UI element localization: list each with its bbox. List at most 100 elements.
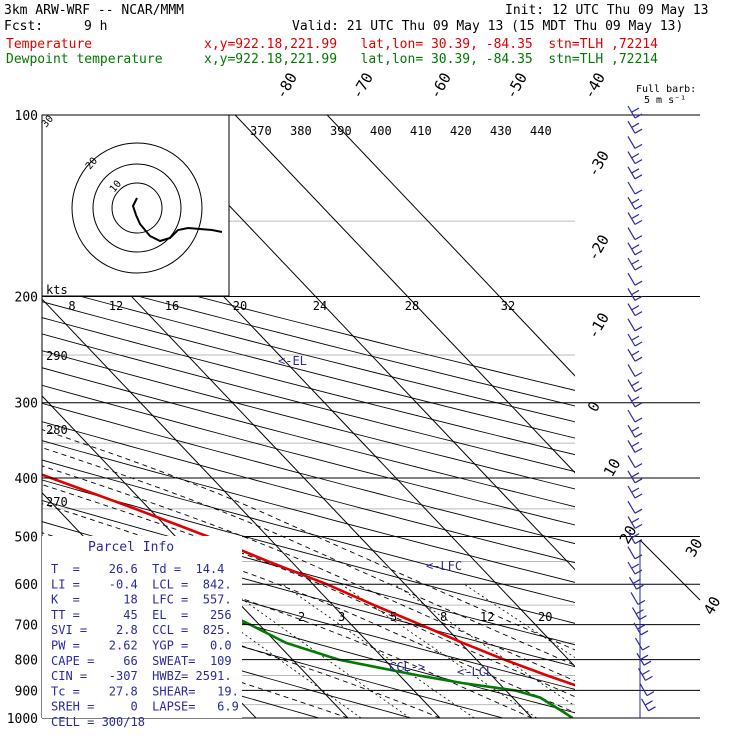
wind-barb-flag [634,523,643,529]
parcel-info-row: CIN = -307 HWBZ= 2591. [51,669,232,683]
wind-barb-flag [634,463,643,469]
theta-top-label: 430 [490,124,512,138]
wind-barb-staff [627,546,636,560]
parcel-info-row: CAPE = 66 SWEAT= 109 [51,654,232,668]
hodograph-ring [71,142,203,274]
wind-barb-flag [643,660,652,666]
wind-barb-staff [627,288,636,301]
skewed-temperature-label: -40 [580,70,609,102]
wind-barb-flag [637,599,646,605]
wind-barb-flag [634,219,643,225]
wind-barb-staff [627,470,636,484]
wind-barb-flag [631,107,640,113]
wind-barb-flag [634,295,643,301]
wind-barb-flag [634,265,643,271]
pressure-tick-label: 500 [15,530,38,545]
wind-barb-staff [627,333,636,347]
el-annotation: <-EL [278,354,307,368]
wind-barb-staff [627,379,636,392]
hodograph-ring [92,163,182,253]
wind-barb-staff [640,698,650,712]
dry-adiabat-line [42,440,575,583]
wind-barb-staff [627,561,636,575]
lcl-annotation: <-LCL [457,665,493,679]
wind-barb-flag [631,441,640,447]
lfc-annotation: <-LFC [426,559,462,573]
forecast-hour: 9 h [84,19,108,34]
init-time: Init: 12 UTC Thu 09 May 13 [505,3,709,18]
parcel-info-row: K = 18 LFC = 557. [51,593,232,607]
wind-barb-flag [631,563,640,569]
wind-barb-flag [640,630,649,636]
wind-barb-flag [634,554,643,560]
pressure-tick-label: 100 [15,109,38,124]
hodograph-box [41,114,230,297]
wind-barb-flag [631,350,640,356]
wind-barb-staff [627,424,636,438]
wind-barb-flag [631,213,640,219]
wind-barb-units: 5 m s⁻¹ [644,95,686,106]
wind-barb-staff [627,394,636,408]
wind-barb-flag [634,371,643,377]
dry-adiabat-line [42,270,575,407]
mixing-ratio-label: 8 [440,610,447,624]
wind-barb-flag [634,280,643,286]
wind-barb-staff [627,455,636,468]
pressure-tick-label: 1000 [7,712,38,727]
parcel-info-title: Parcel Info [88,540,174,555]
wind-barb-flag [634,174,643,180]
skewed-temperature-label: 10 [600,455,625,480]
wind-barb-flag [646,691,655,697]
wind-barb-flag [642,669,650,675]
dry-adiabat-line [42,459,575,604]
pressure-tick-label: 200 [15,291,38,306]
wind-barb-flag [640,654,649,660]
dry-adiabat-line [42,333,575,473]
pressure-tick-label: 600 [15,578,38,593]
wind-barb-flag [631,533,640,539]
dewpoint-location-info: x,y=922.18,221.99 lat,lon= 30.39, -84.35… [204,52,658,67]
wind-barb-flag [634,417,643,423]
wind-barb-staff [627,500,636,514]
parcel-info-row: PW = 2.62 YGP = 0.0 [51,639,232,653]
wind-barb-title: Full barb: [636,84,696,95]
speed-scale-label: 12 [109,299,123,313]
wind-barb-staff [627,318,636,332]
wind-barb-flag [634,159,643,165]
wind-barb-staff [627,181,636,195]
wind-barb-staff [627,105,636,119]
hodograph-trace [131,197,223,243]
wind-barb-flag [648,706,656,712]
wind-barb-staff [627,136,636,149]
wind-barb-staff [627,409,636,423]
dry-adiabat-line [42,350,575,490]
parcel-info-box [42,536,242,718]
pressure-tick-label: 800 [15,654,38,669]
wind-barb-flag [631,381,640,387]
wind-barb-flag [634,508,643,514]
wind-barb-flag [634,326,643,332]
wind-barb-flag [634,387,643,393]
wind-barb-staff [627,151,636,164]
wind-barb-flag [631,472,640,478]
dry-adiabat-line [42,479,575,624]
theta-top-label: 370 [250,124,272,138]
skewed-temperature-label: -60 [426,70,455,102]
wind-barb-staff [630,592,639,605]
skewed-temperature-label: -80 [272,70,301,102]
speed-scale-label: 32 [501,299,515,313]
speed-scale-label: 20 [233,299,247,313]
wind-barb-flag [634,478,643,484]
wind-barb-flag [631,487,640,493]
wind-barb-flag [645,675,653,681]
wind-barb-flag [631,259,640,265]
dry-adiabat-line [42,285,575,423]
moist-adiabat-line [42,484,575,698]
dry-adiabat-line [42,317,575,456]
wind-barb-flag [631,335,640,341]
wind-barb-staff [627,516,636,529]
wind-barb-flag [631,289,640,295]
wind-barb-flag [634,235,643,241]
theta-top-label: 400 [370,124,392,138]
